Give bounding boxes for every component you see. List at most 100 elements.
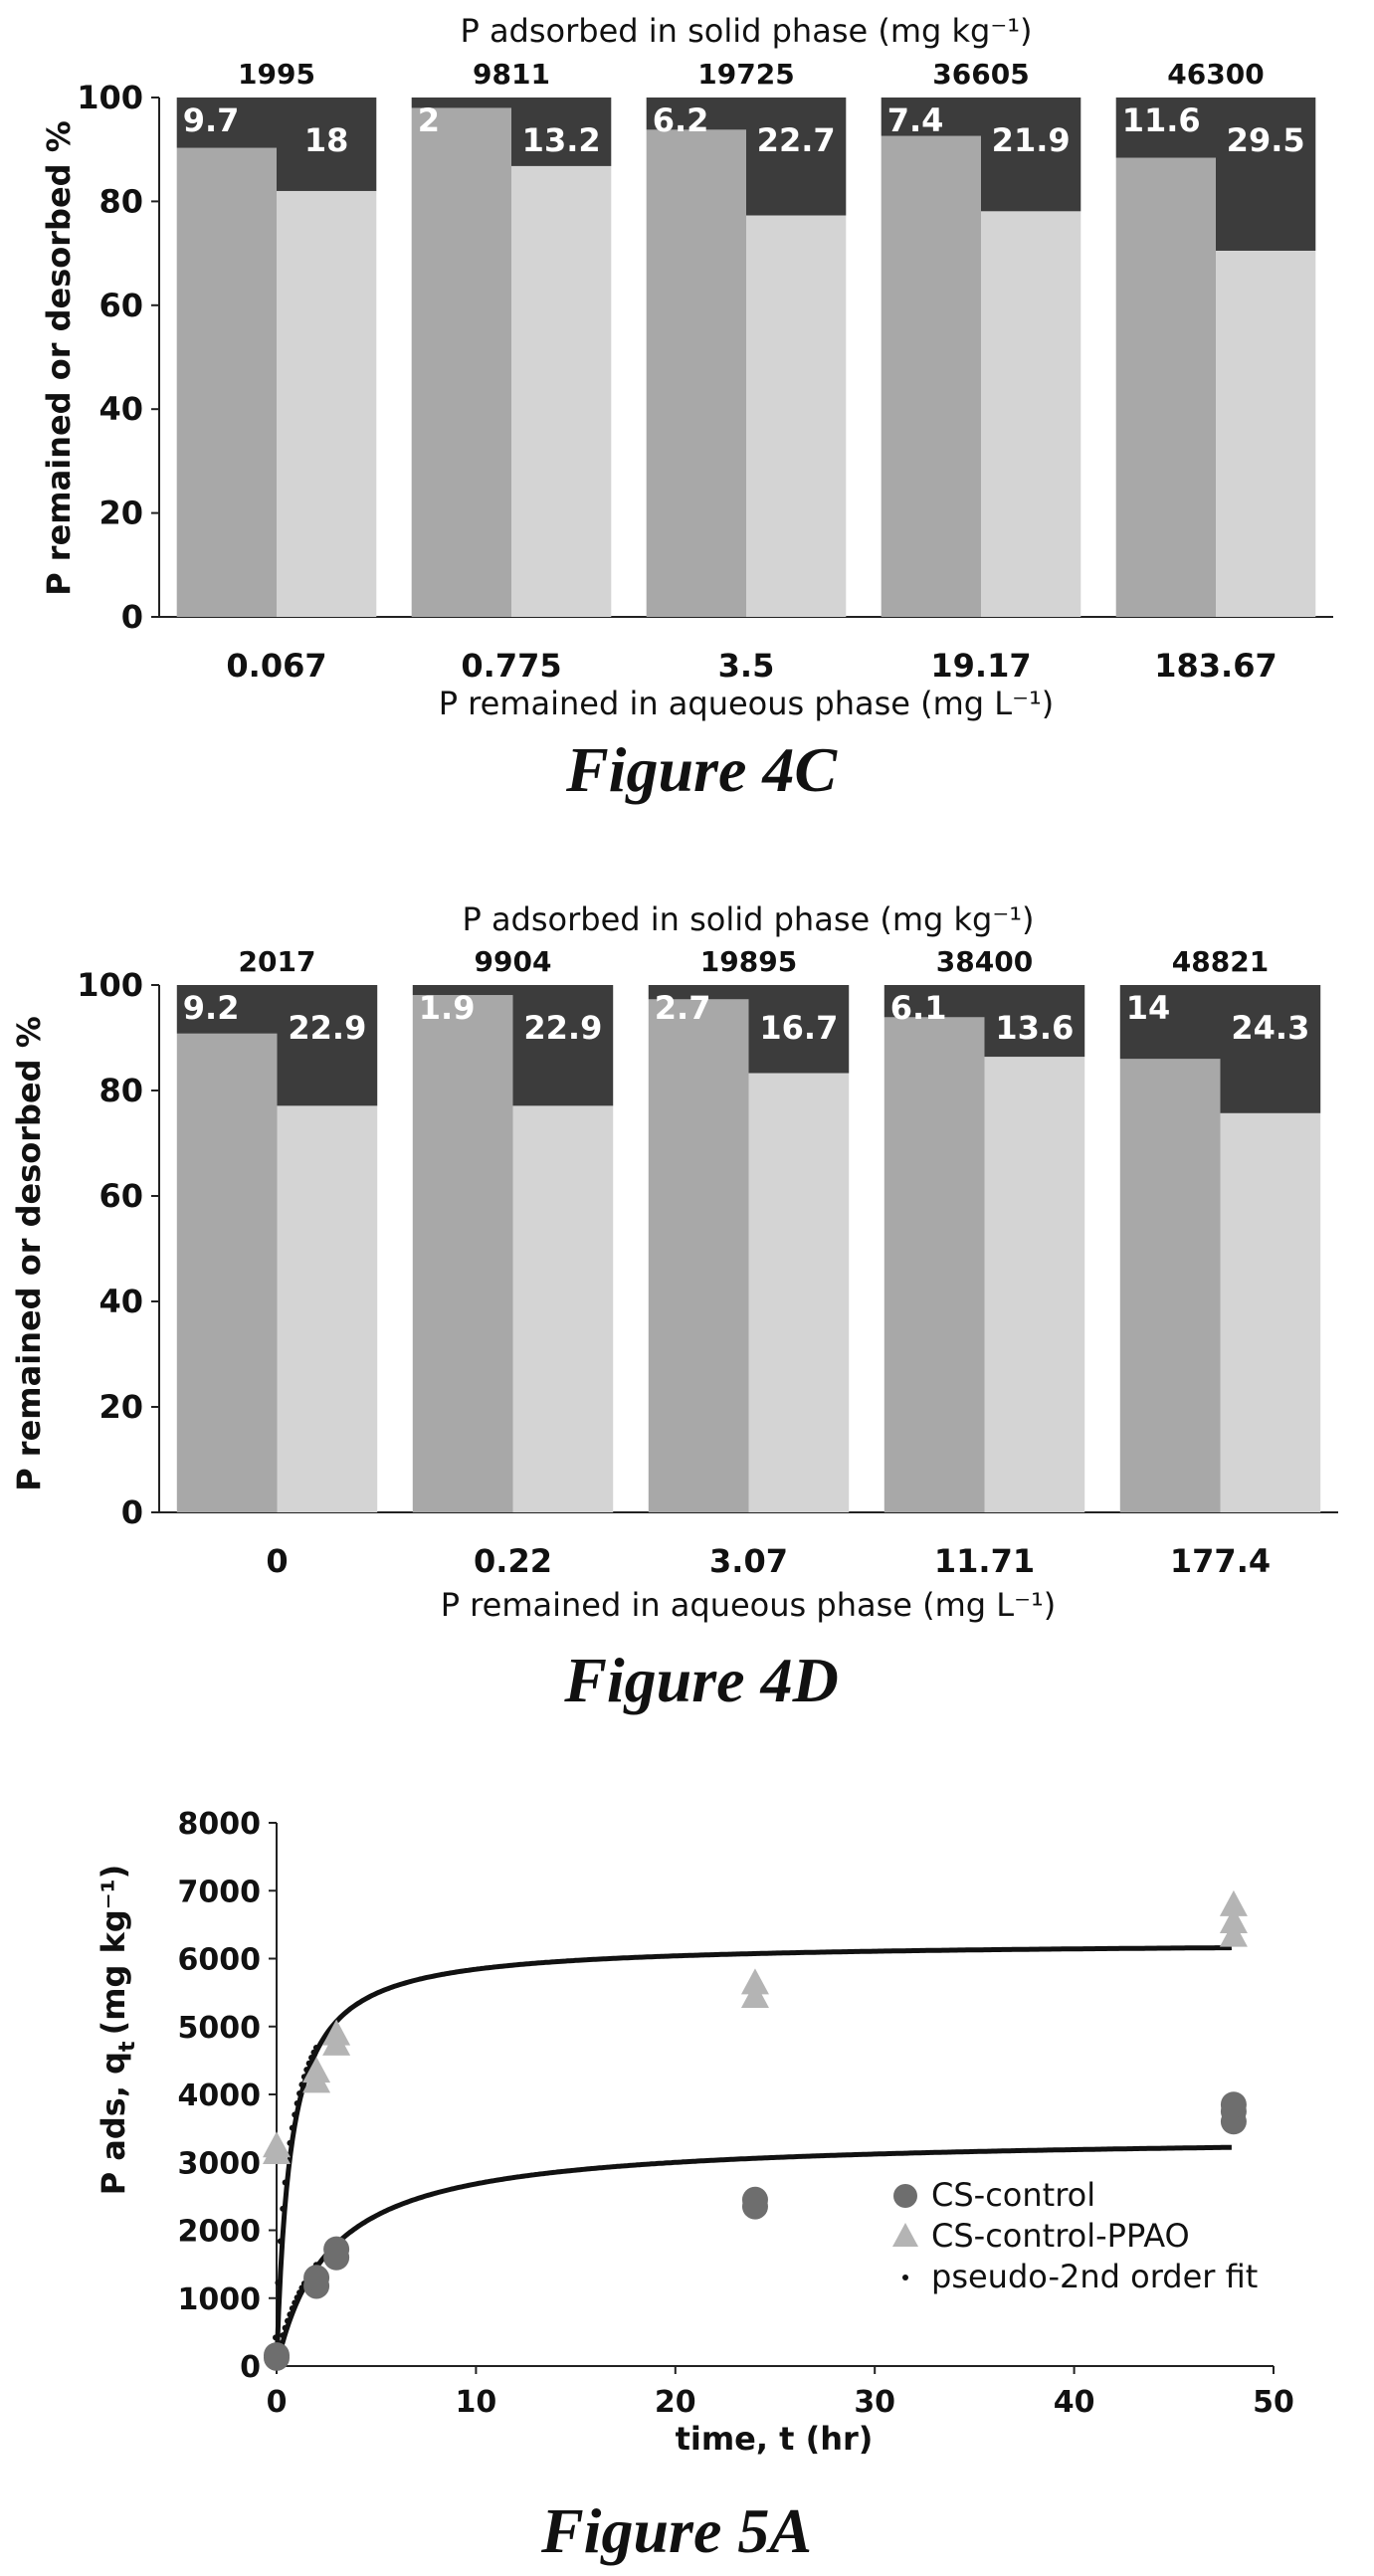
- bar-desorbed: [1220, 985, 1321, 1113]
- point-cs-control: [1220, 2091, 1247, 2118]
- fit-point: [292, 2299, 298, 2306]
- point-cs-control: [303, 2265, 330, 2291]
- bar-remained: [277, 190, 377, 617]
- bar-remained: [411, 107, 511, 617]
- bar-desorbed: [1216, 98, 1316, 251]
- x-tick-label: 10: [456, 2385, 497, 2420]
- data-label: 13.6: [995, 1009, 1074, 1047]
- point-cs-control-ppao: [263, 2131, 291, 2158]
- y-tick-label: 8000: [178, 1807, 262, 1842]
- fit-point: [285, 2317, 292, 2324]
- chart-figure-4d: P adsorbed in solid phase (mg kg⁻¹) 2017…: [10, 900, 1338, 1715]
- top-label: 19895: [700, 945, 797, 978]
- fit-point: [289, 2124, 295, 2131]
- bar-desorbed: [176, 985, 278, 1034]
- figure-caption: Figure 4D: [563, 1645, 839, 1715]
- bar-remained: [746, 215, 847, 617]
- y-axis-title: P ads, qt (mg kg⁻¹): [95, 1865, 140, 2196]
- bar-remained: [648, 999, 749, 1512]
- bar-desorbed: [746, 98, 847, 216]
- y-tick-label: 60: [98, 287, 143, 324]
- point-cs-control: [264, 2342, 290, 2369]
- x-axis-title: P remained in aqueous phase (mg L⁻¹): [441, 1586, 1057, 1624]
- fit-point: [287, 2139, 294, 2146]
- fit-point: [296, 2289, 303, 2296]
- legend-marker-cs-control-ppao: [892, 2223, 918, 2247]
- data-label: 29.5: [1227, 121, 1305, 159]
- bar-desorbed: [411, 98, 511, 108]
- x-tick-label: 0.775: [461, 647, 561, 685]
- bar-remained: [176, 1033, 278, 1512]
- bar-desorbed: [511, 98, 612, 166]
- data-label: 9.2: [183, 989, 240, 1027]
- x-tick-label: 0: [267, 2385, 288, 2420]
- data-label: 16.7: [759, 1009, 838, 1047]
- fit-point: [275, 2279, 282, 2286]
- bar-desorbed: [748, 985, 850, 1074]
- bar-remained: [511, 165, 612, 618]
- fit-point: [277, 2238, 284, 2245]
- y-tick-label: 80: [98, 1072, 143, 1109]
- y-tick-label: 100: [77, 966, 143, 1004]
- x-tick-label: 19.17: [930, 647, 1031, 685]
- y-tick-label: 100: [77, 79, 143, 116]
- legend-marker-cs-control: [893, 2184, 917, 2208]
- y-tick-label: 40: [98, 1283, 143, 1320]
- y-tick-label: 5000: [178, 2011, 262, 2046]
- y-tick-label: 80: [98, 182, 143, 220]
- data-label: 6.1: [890, 989, 947, 1027]
- bar-desorbed: [981, 98, 1081, 212]
- data-label: 2.7: [655, 989, 711, 1027]
- y-tick-label: 4000: [178, 2079, 262, 2113]
- chart-figure-4c: P adsorbed in solid phase (mg kg⁻¹) 1995…: [40, 12, 1333, 805]
- y-tick-label: 2000: [178, 2215, 262, 2250]
- y-tick-label: 1000: [178, 2282, 262, 2317]
- data-label: 22.9: [288, 1009, 366, 1047]
- bar-remained: [748, 1073, 850, 1512]
- bar-remained: [1115, 157, 1216, 617]
- bar-remained: [412, 995, 513, 1512]
- bar-remained: [512, 1105, 614, 1512]
- y-tick-label: 6000: [178, 1943, 262, 1978]
- chart-figure-5a: 0 1000 2000 3000 4000 5000 6000 7000 8000 0 10 20 3…: [95, 1807, 1294, 2566]
- y-axis-title: P remained or desorbed %: [40, 120, 78, 596]
- fit-line: [274, 2144, 1232, 2367]
- y-axis-title: P remained or desorbed %: [10, 1016, 48, 1491]
- top-label: 19725: [697, 58, 794, 91]
- y-tick-label: 0: [240, 2350, 261, 2385]
- fit-point: [298, 2081, 305, 2088]
- fit-point: [289, 2305, 295, 2312]
- x-tick-label: 3.5: [718, 647, 775, 685]
- bar-remained: [1220, 1112, 1321, 1512]
- bar-remained: [646, 129, 746, 617]
- point-cs-control: [323, 2236, 350, 2263]
- bar-desorbed: [1115, 98, 1216, 158]
- top-label: 1995: [238, 58, 315, 91]
- fit-point: [303, 2067, 310, 2074]
- bar-desorbed: [648, 985, 749, 1000]
- y-tick-label: 0: [121, 598, 143, 636]
- x-axis-title: time, t (hr): [676, 2420, 874, 2458]
- bar-desorbed: [883, 985, 985, 1018]
- fit-point: [296, 2089, 303, 2096]
- bar-desorbed: [646, 98, 746, 130]
- top-label: 9904: [475, 945, 552, 978]
- fit-point: [282, 2179, 289, 2186]
- bar-desorbed: [984, 985, 1085, 1058]
- point-cs-control-ppao: [302, 2057, 331, 2083]
- top-label: 2017: [239, 945, 316, 978]
- data-label: 2: [418, 101, 440, 139]
- fit-point: [292, 2111, 298, 2118]
- bar-desorbed: [412, 985, 513, 996]
- figure-caption: Figure 5A: [540, 2495, 812, 2566]
- bar-remained: [883, 1017, 985, 1512]
- y-tick-label: 20: [98, 1388, 143, 1426]
- data-label: 22.9: [523, 1009, 602, 1047]
- bar-remained: [984, 1057, 1085, 1512]
- y-tick-label: 0: [121, 1493, 143, 1531]
- data-label: 13.2: [522, 121, 601, 159]
- x-tick-label: 40: [1054, 2385, 1095, 2420]
- point-cs-control: [741, 2186, 768, 2213]
